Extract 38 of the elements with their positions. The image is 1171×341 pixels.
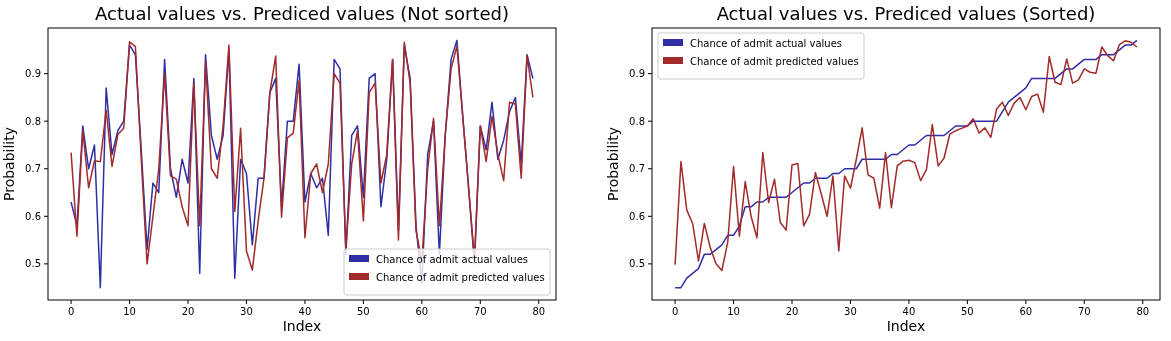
x-axis-title: Index <box>886 318 926 334</box>
y-tick-label: 0.9 <box>25 68 41 80</box>
x-tick-label: 20 <box>181 306 195 317</box>
y-tick-label: 0.5 <box>25 258 41 270</box>
x-tick-label: 70 <box>473 306 487 317</box>
x-tick-label: 0 <box>671 306 679 317</box>
chart-title: Actual values vs. Prediced values (Sorted) <box>716 3 1096 24</box>
y-tick-label: 0.8 <box>25 115 41 127</box>
x-tick-label: 80 <box>1136 306 1150 317</box>
y-tick-label: 0.8 <box>629 115 645 127</box>
x-tick-label: 60 <box>1019 306 1033 317</box>
y-axis-title: Probability <box>1 126 17 202</box>
legend-label: Chance of admit predicted values <box>376 272 545 283</box>
x-tick-label: 10 <box>727 306 740 317</box>
y-tick-label: 0.9 <box>629 68 645 80</box>
y-tick-label: 0.6 <box>629 210 645 222</box>
x-tick-label: 80 <box>532 306 546 317</box>
x-tick-label: 40 <box>298 306 312 317</box>
legend-label: Chance of admit predicted values <box>690 56 859 67</box>
x-tick-label: 30 <box>240 306 253 317</box>
y-tick-label: 0.7 <box>25 163 41 175</box>
y-tick-label: 0.5 <box>629 258 645 270</box>
chart-title: Actual values vs. Prediced values (Not sorted) <box>95 3 509 24</box>
y-axis-title: Probability <box>605 126 621 202</box>
x-tick-label: 0 <box>67 306 75 317</box>
y-tick-label: 0.7 <box>629 163 645 175</box>
y-tick-label: 0.6 <box>25 210 41 222</box>
x-tick-label: 50 <box>357 306 370 317</box>
x-tick-label: 20 <box>785 306 799 317</box>
legend-label: Chance of admit actual values <box>690 38 843 49</box>
x-tick-label: 40 <box>902 306 916 317</box>
x-tick-label: 50 <box>961 306 974 317</box>
x-tick-label: 70 <box>1077 306 1091 317</box>
x-tick-label: 30 <box>844 306 857 317</box>
x-tick-label: 10 <box>123 306 136 317</box>
x-tick-label: 60 <box>415 306 429 317</box>
x-axis-title: Index <box>282 318 322 334</box>
legend-label: Chance of admit actual values <box>376 254 529 265</box>
